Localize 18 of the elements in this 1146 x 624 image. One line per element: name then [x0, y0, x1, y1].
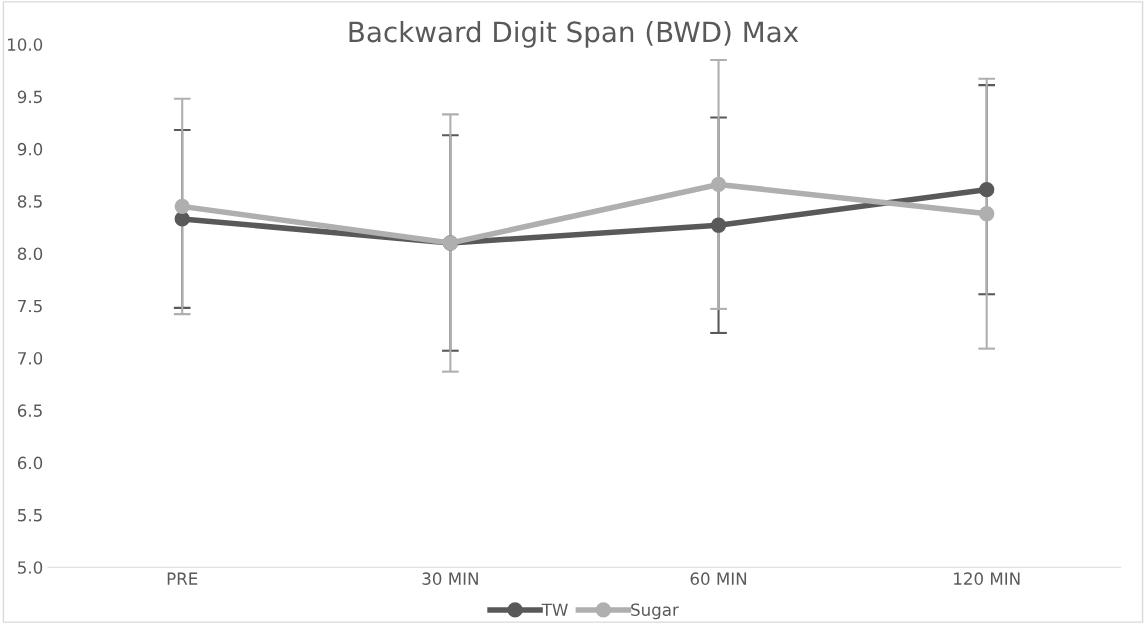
x-tick-label: 60 MIN [690, 572, 747, 585]
y-tick-label: 9.0 [17, 142, 43, 156]
y-tick-label: 10.0 [7, 38, 43, 51]
legend-label: Sugar [631, 603, 679, 620]
y-tick-label: 8.5 [17, 195, 42, 208]
x-tick-label: 30 MIN [422, 572, 478, 585]
y-tick-label: 6.0 [17, 456, 43, 470]
x-tick-label: 120 MIN [954, 572, 1020, 585]
chart-title: Backward Digit Span (BWD) Max [349, 20, 799, 48]
y-tick-label: 5.5 [18, 509, 42, 522]
y-tick-label: 8.0 [17, 247, 43, 261]
legend-label: TW [541, 603, 568, 616]
y-tick-label: 5.0 [18, 561, 43, 574]
y-tick-label: 6.5 [17, 404, 42, 417]
y-tick-label: 9.5 [17, 90, 42, 104]
y-tick-label: 7.0 [18, 352, 43, 365]
y-tick-label: 7.5 [18, 299, 42, 313]
x-tick-label: PRE [167, 572, 198, 585]
